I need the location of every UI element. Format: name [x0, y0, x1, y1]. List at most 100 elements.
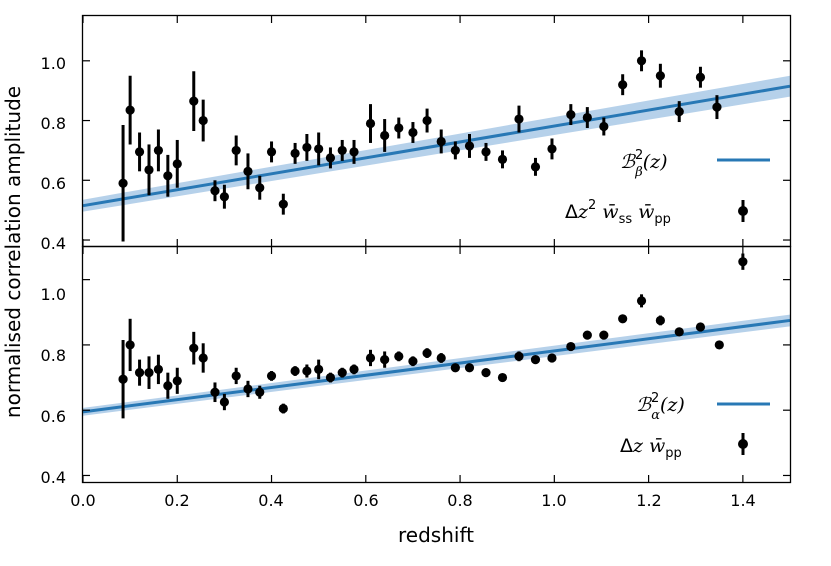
bottom-data-point: [566, 341, 576, 352]
top-point-marker: [514, 114, 524, 124]
top-point-marker: [255, 183, 265, 193]
bottom-legend-model-label: ℬ2 α(z): [636, 391, 685, 423]
top-data-point: [255, 175, 265, 200]
top-point-marker: [481, 147, 491, 157]
top-point-marker: [695, 72, 706, 82]
top-data-point: [189, 71, 199, 131]
top-ytick-label: 0.8: [41, 114, 66, 133]
bottom-data-point: [674, 327, 684, 337]
bottom-point-marker: [210, 387, 220, 397]
top-point-marker: [566, 109, 576, 120]
bottom-data-point: [144, 356, 154, 389]
bottom-data-point: [497, 372, 508, 383]
bottom-point-marker: [582, 330, 592, 340]
top-data-point: [349, 139, 359, 164]
bottom-point-marker: [547, 353, 557, 363]
bottom-point-marker: [231, 371, 241, 381]
top-point-marker: [198, 115, 208, 126]
bottom-data-point: [266, 371, 277, 381]
top-data-point: [464, 133, 475, 158]
bottom-data-point: [325, 372, 336, 383]
bottom-point-marker: [655, 315, 665, 326]
xtick-label: 0.8: [447, 491, 472, 510]
bottom-data-point: [655, 315, 665, 326]
top-point-marker: [219, 192, 229, 202]
top-legend: ℬ2 β(z) Δz2 w̄ss w̄pp: [565, 148, 770, 227]
top-point-marker: [599, 121, 609, 132]
top-point-marker: [144, 165, 154, 175]
bottom-data-point: [243, 380, 253, 398]
bottom-point-marker: [636, 296, 647, 306]
bottom-point-marker: [481, 368, 491, 378]
bottom-data-point: [514, 351, 524, 362]
top-point-marker: [365, 118, 376, 129]
bottom-data-point: [481, 368, 491, 378]
bottom-point-marker: [738, 257, 748, 267]
top-point-marker: [210, 186, 220, 196]
top-data-point: [153, 129, 164, 172]
bottom-point-marker: [302, 366, 312, 376]
xtick-label: 1.0: [541, 491, 566, 510]
bottom-point-marker: [198, 353, 208, 363]
bottom-data-point: [464, 363, 475, 373]
bottom-point-marker: [314, 364, 324, 374]
top-data-point: [163, 154, 173, 197]
x-axis-label: redshift: [398, 523, 474, 547]
top-data-point: [436, 129, 446, 154]
bottom-data-point: [349, 364, 359, 375]
bottom-data-point: [408, 356, 418, 367]
bottom-data-point: [314, 359, 324, 380]
top-data-point: [408, 122, 418, 143]
bottom-data-point: [636, 294, 647, 308]
bottom-point-marker: [450, 363, 460, 373]
bottom-point-marker: [436, 353, 446, 363]
bottom-point-marker: [153, 364, 164, 374]
bottom-data-point: [547, 353, 557, 363]
top-point-marker: [530, 162, 541, 172]
bottom-point-marker: [514, 351, 524, 361]
top-point-marker: [125, 105, 135, 115]
bottom-legend-data-marker: [738, 439, 748, 449]
top-point-marker: [712, 102, 722, 112]
bottom-data-point: [210, 382, 220, 403]
top-point-marker: [408, 127, 418, 138]
bottom-data-point: [618, 314, 628, 324]
top-point-marker: [497, 154, 508, 164]
bottom-data-point: [189, 331, 199, 365]
top-model-curve: [82, 75, 791, 212]
top-data-point: [337, 139, 347, 161]
top-data-point: [314, 132, 324, 166]
bottom-axes-frame: [81, 245, 792, 484]
top-data-point: [599, 117, 609, 136]
bottom-point-marker: [134, 368, 145, 378]
bottom-data-point: [302, 364, 312, 378]
bottom-model-line: [82, 318, 791, 414]
top-data-point: [144, 144, 154, 196]
top-legend-model-label: ℬ2 β(z): [620, 148, 668, 180]
top-data-point: [582, 107, 592, 129]
top-point-marker: [618, 80, 628, 90]
xtick-label: 0.4: [258, 491, 283, 510]
top-data-point: [290, 142, 300, 164]
top-data-point: [394, 117, 404, 139]
bottom-point-marker: [530, 355, 541, 365]
bottom-data-point: [365, 349, 376, 367]
bottom-data-point: [450, 363, 460, 373]
bottom-data-point: [219, 393, 229, 411]
bottom-data-point: [422, 348, 432, 358]
top-ytick-label: 0.4: [41, 234, 66, 253]
top-model-line: [82, 84, 791, 208]
top-data-point: [231, 135, 241, 166]
top-ytick-label: 1.0: [41, 54, 66, 73]
top-data-point: [325, 147, 336, 169]
xtick-label: 1.4: [730, 491, 755, 510]
top-data-point: [219, 184, 229, 209]
bottom-data-point: [125, 318, 135, 372]
bottom-point-marker: [394, 351, 404, 361]
bottom-point-marker: [408, 356, 418, 366]
top-point-marker: [118, 178, 128, 188]
top-point-marker: [231, 145, 241, 156]
top-axes-frame: [81, 14, 792, 248]
top-data-point: [172, 139, 182, 188]
